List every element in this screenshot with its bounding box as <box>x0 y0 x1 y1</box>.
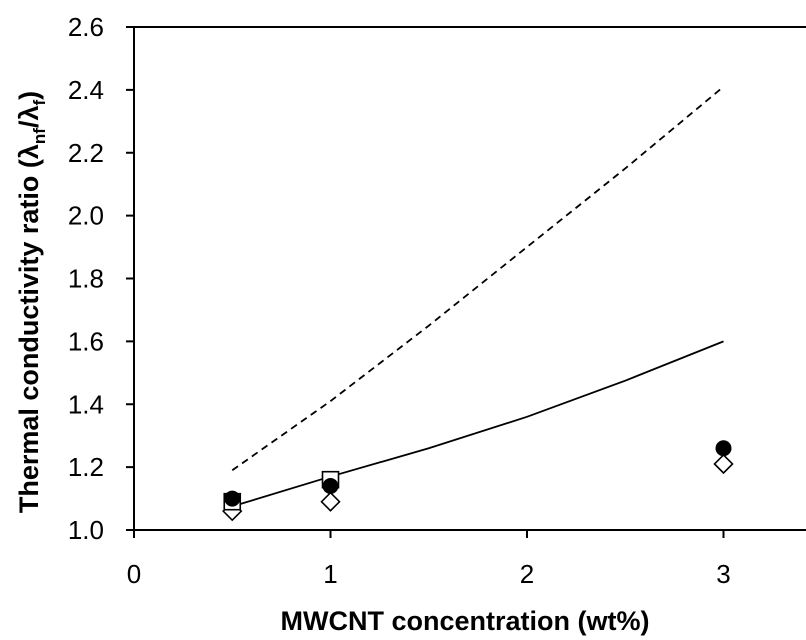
y-axis-ticks: 1.0 1.2 1.4 1.6 1.8 2.0 2.2 2.4 2.6 <box>68 12 134 545</box>
open-diamond-point <box>713 453 734 475</box>
y-tick-label: 1.8 <box>68 264 104 294</box>
y-axis-label-suffix: ) <box>14 91 44 100</box>
y-tick-label: 2.2 <box>68 138 104 168</box>
y-tick-label: 1.4 <box>68 389 104 419</box>
y-tick-label: 1.6 <box>68 326 104 356</box>
x-axis-label: MWCNT concentration (wt%) <box>281 606 650 636</box>
filled-circle-point <box>224 490 241 507</box>
dashed-model-curve <box>231 86 725 472</box>
y-axis-label-sub-f: f <box>30 100 49 106</box>
y-tick-label: 1.2 <box>68 452 104 482</box>
filled-circle-point <box>322 477 339 494</box>
axes <box>133 26 806 531</box>
solid-model-curve <box>231 340 724 508</box>
filled-circle-point <box>715 440 732 457</box>
open-diamond-point <box>320 491 341 512</box>
model-curves <box>231 86 725 508</box>
y-axis-label-sub-nf: nf <box>30 128 49 144</box>
data-points <box>222 440 734 522</box>
y-tick-label: 1.0 <box>68 515 104 545</box>
x-tick-label: 2 <box>520 559 534 589</box>
y-axis-label-mid: /λ <box>14 106 44 129</box>
y-axis-label-prefix: Thermal conductivity ratio (λ <box>14 144 44 513</box>
y-axis-label: Thermal conductivity ratio (λnf/λf) <box>14 91 49 513</box>
y-tick-label: 2.0 <box>68 201 104 231</box>
y-tick-label: 2.4 <box>68 75 104 105</box>
x-tick-label: 0 <box>127 559 141 589</box>
y-tick-label: 2.6 <box>68 12 104 42</box>
x-axis-ticks: 0 1 2 3 <box>127 530 731 589</box>
x-tick-label: 3 <box>716 559 730 589</box>
x-tick-label: 1 <box>323 559 337 589</box>
